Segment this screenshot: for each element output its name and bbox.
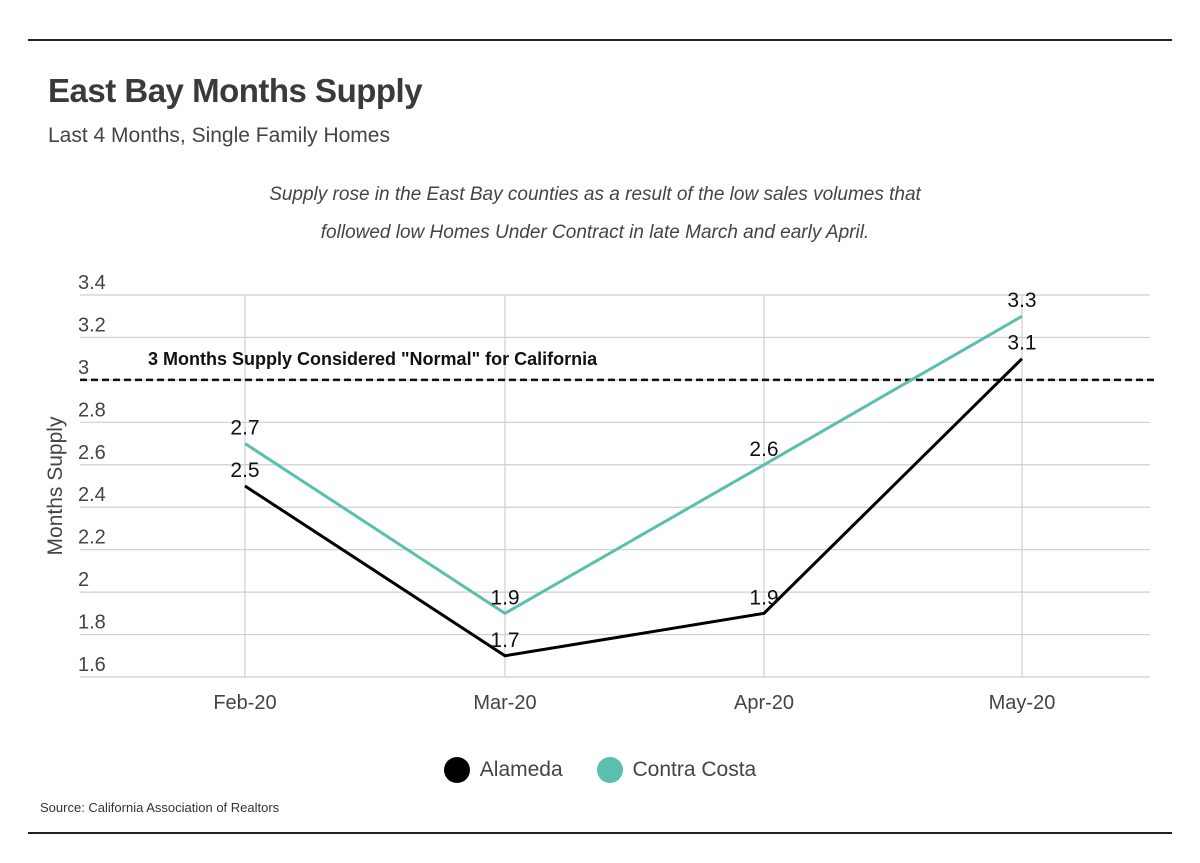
data-label: 1.7: [490, 629, 519, 652]
legend: Alameda Contra Costa: [0, 757, 1200, 789]
data-label: 2.5: [230, 459, 259, 482]
data-label: 1.9: [749, 586, 778, 609]
y-tick-label: 3.4: [78, 272, 106, 294]
x-tick-label: Mar-20: [473, 692, 536, 714]
y-tick-label: 2.4: [78, 484, 106, 506]
data-label: 2.7: [230, 417, 259, 440]
y-axis-title: Months Supply: [44, 416, 67, 555]
y-tick-label: 3.2: [78, 314, 106, 336]
data-label: 2.6: [749, 438, 778, 461]
data-label: 1.9: [490, 586, 519, 609]
y-tick-label: 2.8: [78, 399, 106, 421]
legend-item-alameda: Alameda: [443, 757, 563, 783]
x-tick-label: Feb-20: [213, 692, 276, 714]
chart-title: East Bay Months Supply: [48, 72, 423, 109]
annotation-line-2: followed low Homes Under Contract in lat…: [320, 222, 870, 243]
source-note: Source: California Association of Realto…: [40, 800, 280, 815]
legend-label-contra-costa: Contra Costa: [632, 758, 757, 781]
series-line-contra-costa: [244, 314, 1023, 616]
legend-swatch-alameda: [443, 757, 470, 783]
data-label: 3.1: [1007, 332, 1036, 355]
chart-subtitle: Last 4 Months, Single Family Homes: [48, 124, 390, 147]
y-tick-label: 2: [78, 569, 89, 591]
y-tick-label: 3: [78, 357, 89, 379]
y-tick-label: 1.8: [78, 612, 106, 634]
legend-label-alameda: Alameda: [479, 758, 563, 781]
series-line-alameda: [244, 357, 1024, 658]
legend-swatch-contra-costa: [596, 757, 623, 783]
annotation-line-1: Supply rose in the East Bay counties as …: [269, 184, 921, 205]
y-tick-label: 2.2: [78, 527, 106, 549]
y-tick-label: 2.6: [78, 442, 106, 464]
x-tick-label: Apr-20: [734, 692, 794, 714]
reference-line-label: 3 Months Supply Considered "Normal" for …: [148, 349, 598, 369]
x-tick-label: May-20: [989, 692, 1056, 714]
y-tick-label: 1.6: [78, 654, 106, 676]
top-rule: [28, 39, 1172, 41]
legend-item-contra-costa: Contra Costa: [596, 757, 757, 783]
bottom-rule: [28, 832, 1172, 834]
data-label: 3.3: [1007, 289, 1036, 312]
